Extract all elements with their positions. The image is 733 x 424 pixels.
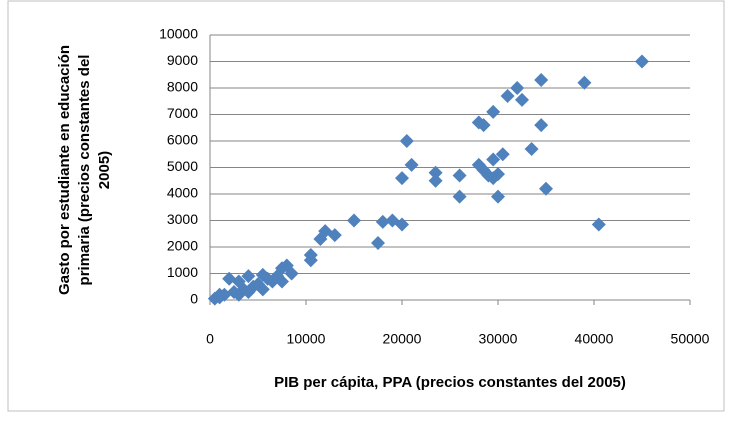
point [284, 266, 299, 281]
point [347, 213, 361, 228]
point [486, 104, 501, 119]
point [515, 92, 529, 107]
point [486, 171, 501, 186]
point [635, 54, 649, 69]
point [255, 282, 270, 297]
point [371, 236, 385, 251]
y-tick-label: 9000 [167, 52, 198, 68]
point [241, 269, 256, 284]
y-axis-label-line: 2005) [96, 151, 113, 189]
point [524, 141, 539, 156]
y-tick-label: 8000 [167, 79, 198, 95]
y-axis-label-line: Gasto por estudiante en educación [56, 45, 73, 295]
point [452, 168, 467, 183]
point [255, 267, 270, 282]
point [313, 232, 328, 247]
point [534, 118, 549, 133]
y-tick-label: 7000 [167, 105, 198, 121]
point [265, 274, 280, 289]
x-axis-label: PIB per cápita, PPA (precios constantes … [274, 374, 626, 391]
point [275, 274, 289, 289]
point [395, 217, 409, 232]
point [491, 189, 505, 204]
point [486, 152, 501, 167]
y-tick-label: 3000 [167, 211, 198, 227]
point [395, 171, 409, 186]
point [476, 118, 491, 133]
x-tick-label: 50000 [671, 331, 710, 347]
chart-frame [7, 0, 725, 412]
point [303, 253, 318, 268]
point [399, 134, 414, 148]
point [428, 165, 443, 180]
y-tick-label: 5000 [167, 158, 198, 174]
x-tick-label: 20000 [383, 331, 422, 347]
point [212, 287, 227, 302]
point [510, 81, 525, 95]
x-tick-label: 10000 [287, 331, 326, 347]
point [495, 147, 510, 162]
point [539, 181, 553, 196]
point [375, 214, 390, 229]
y-tick-label: 4000 [167, 185, 198, 201]
y-tick-label: 2000 [167, 238, 198, 254]
x-tick-label: 30000 [479, 331, 518, 347]
point [404, 157, 419, 172]
y-tick-label: 6000 [167, 132, 198, 148]
x-tick-label: 40000 [575, 331, 614, 347]
point [428, 173, 443, 188]
point [591, 217, 606, 232]
point [241, 285, 256, 300]
point [577, 75, 592, 90]
point [327, 228, 342, 243]
point [500, 88, 515, 103]
y-axis-label: Gasto por estudiante en educación primar… [56, 45, 113, 295]
y-tick-label: 1000 [167, 264, 198, 280]
y-axis-label-line: primaria (precios constantes del [76, 55, 93, 286]
point [222, 271, 237, 286]
x-tick-label: 0 [206, 331, 214, 347]
y-tick-label: 10000 [159, 26, 198, 42]
y-tick-label: 0 [190, 291, 198, 307]
point [452, 189, 467, 204]
point [534, 73, 549, 88]
